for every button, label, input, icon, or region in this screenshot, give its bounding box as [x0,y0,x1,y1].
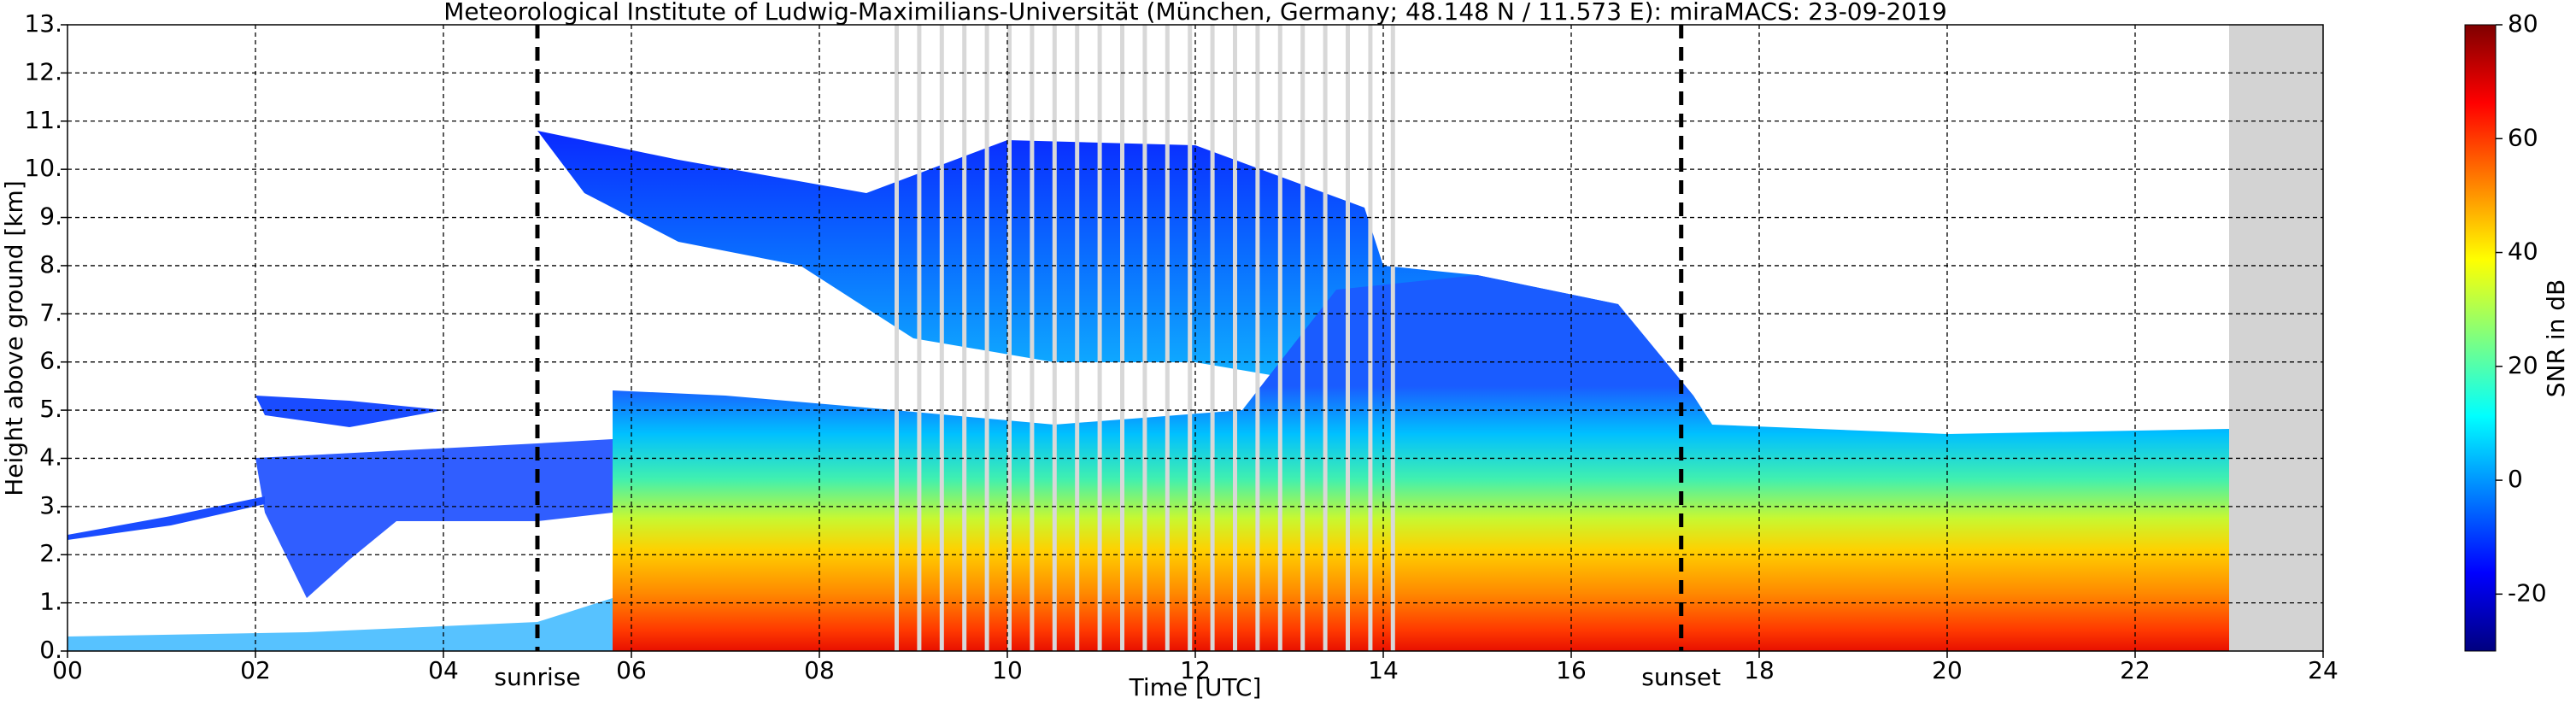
annotation-label: sunrise [494,663,580,691]
x-tick-label: 12 [1180,656,1211,684]
x-tick-label: 18 [1744,656,1775,684]
x-tick-label: 06 [616,656,647,684]
scan-gap [1255,25,1260,651]
colorbar-tick-label: 80 [2508,9,2538,38]
y-tick-label: 6. [39,347,62,375]
cloud-region [67,496,265,540]
scan-gap [1052,25,1057,651]
y-tick-label: 4. [39,443,62,471]
y-tick-label: 13. [24,9,62,38]
scan-gap [1165,25,1170,651]
annotation-label: sunset [1641,663,1721,691]
scan-gap [917,25,922,651]
colorbar-tick-label: 0 [2508,465,2523,493]
cloud-region [613,275,2229,651]
y-tick-label: 8. [39,250,62,279]
scan-gap [1097,25,1102,651]
cloud-region [255,439,613,598]
y-tick-label: 5. [39,395,62,423]
x-tick-label: 08 [804,656,835,684]
no-data-region [2229,25,2323,651]
scan-gap [1390,25,1395,651]
cloud-region [67,598,613,651]
y-axis-label: Height above ground [km] [0,180,28,496]
scan-gap [1030,25,1035,651]
scan-gap [1188,25,1193,651]
scan-gap [1210,25,1215,651]
y-tick-label: 3. [39,491,62,519]
scan-gap [984,25,989,651]
x-tick-label: 00 [52,656,83,684]
scan-gap [1142,25,1147,651]
scan-gap [1300,25,1306,651]
cloud-region [255,396,443,427]
scan-gap [939,25,944,651]
y-tick-label: 10. [24,154,62,182]
scan-gap [1233,25,1237,651]
scan-gap [1277,25,1282,651]
scan-gap [1075,25,1080,651]
scan-gap [1323,25,1328,651]
chart-title: Meteorological Institute of Ludwig-Maxim… [443,0,1947,26]
x-axis-label: Time [UTC] [1129,673,1262,701]
y-tick-label: 11. [24,106,62,134]
scan-gap [895,25,899,651]
y-tick-label: 0. [39,636,62,664]
colorbar-label: SNR in dB [2542,279,2570,397]
colorbar [2464,24,2497,652]
scan-gap [1346,25,1350,651]
x-tick-label: 20 [1932,656,1963,684]
scan-gap [1120,25,1124,651]
y-tick-label: 1. [39,588,62,616]
x-tick-label: 10 [992,656,1023,684]
y-tick-label: 9. [39,202,62,231]
y-tick-label: 12. [24,57,62,85]
x-tick-label: 02 [240,656,271,684]
y-tick-label: 7. [39,298,62,326]
colorbar-tick-label: 40 [2508,238,2538,266]
x-tick-label: 04 [428,656,459,684]
y-tick-label: 2. [39,539,62,567]
colorbar-tick-label: -20 [2508,578,2547,607]
x-tick-label: 24 [2308,656,2338,684]
colorbar-tick-label: 60 [2508,123,2538,151]
x-tick-label: 22 [2120,656,2151,684]
scan-gap [1007,25,1012,651]
x-tick-label: 14 [1368,656,1399,684]
colorbar-tick-label: 20 [2508,351,2538,379]
radar-field [67,131,2229,651]
x-tick-label: 16 [1556,656,1587,684]
scan-gap [1368,25,1373,651]
scan-gap [962,25,967,651]
